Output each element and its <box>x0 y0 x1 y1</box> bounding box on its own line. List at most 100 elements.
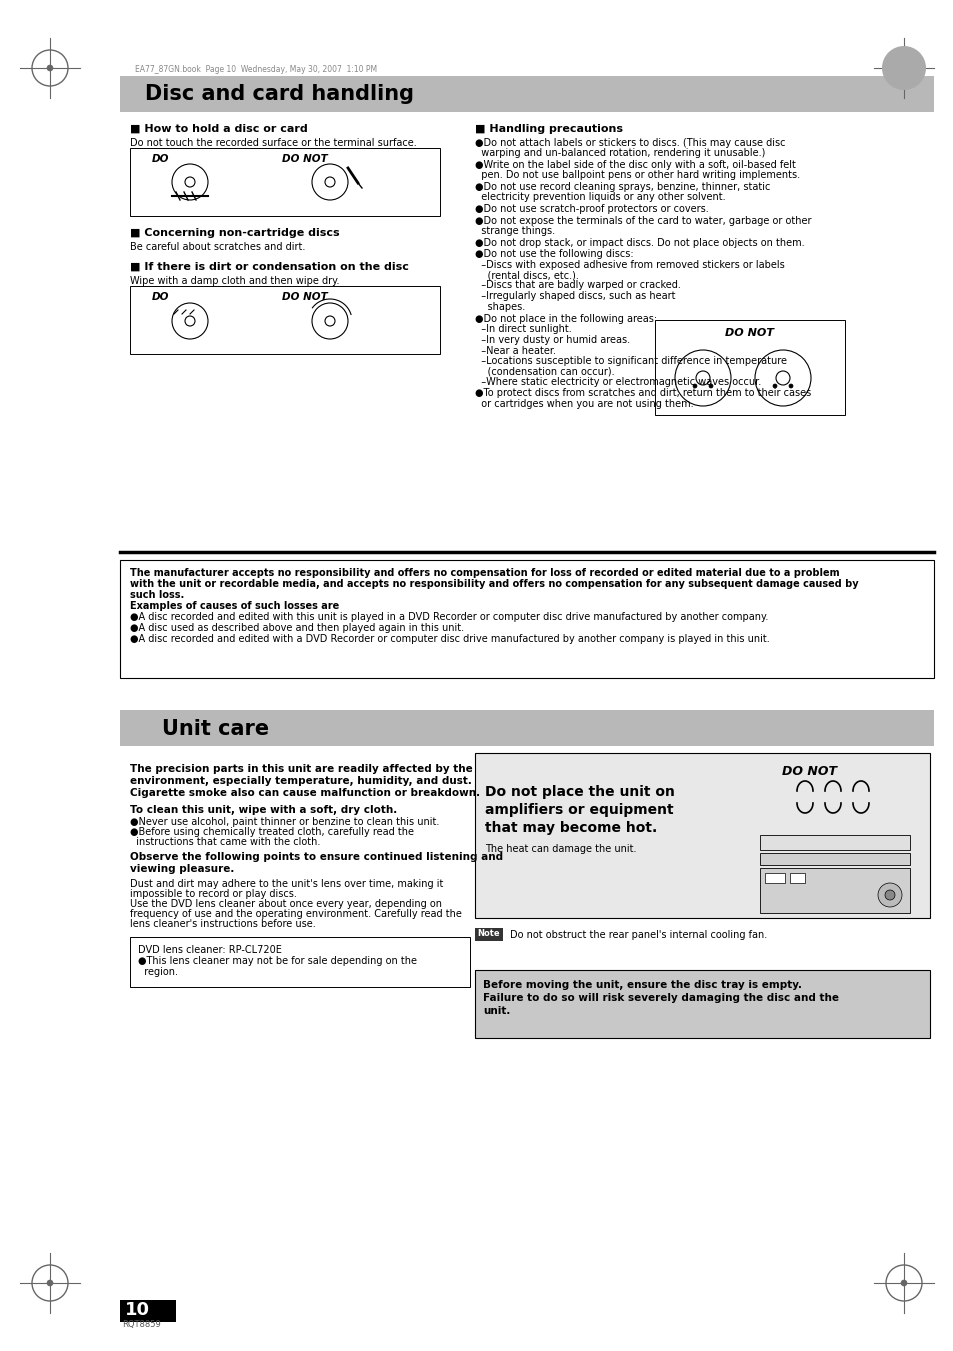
Text: DO: DO <box>152 154 170 163</box>
Text: Unit care: Unit care <box>162 719 269 739</box>
Text: viewing pleasure.: viewing pleasure. <box>130 865 234 874</box>
Text: environment, especially temperature, humidity, and dust.: environment, especially temperature, hum… <box>130 775 472 786</box>
Text: (condensation can occur).: (condensation can occur). <box>475 366 614 377</box>
Text: ●Do not place in the following areas:: ●Do not place in the following areas: <box>475 313 657 324</box>
Circle shape <box>884 890 894 900</box>
Text: ●To protect discs from scratches and dirt, return them to their cases: ●To protect discs from scratches and dir… <box>475 389 810 399</box>
Circle shape <box>692 384 697 388</box>
Circle shape <box>900 1279 906 1286</box>
Text: –Locations susceptible to significant difference in temperature: –Locations susceptible to significant di… <box>475 357 786 366</box>
Circle shape <box>900 65 906 72</box>
Text: ■ How to hold a disc or card: ■ How to hold a disc or card <box>130 124 308 134</box>
Text: warping and un-balanced rotation, rendering it unusable.): warping and un-balanced rotation, render… <box>475 149 764 158</box>
Text: Note: Note <box>476 929 499 938</box>
Text: EA77_87GN.book  Page 10  Wednesday, May 30, 2007  1:10 PM: EA77_87GN.book Page 10 Wednesday, May 30… <box>135 65 376 74</box>
Text: ●Do not attach labels or stickers to discs. (This may cause disc: ●Do not attach labels or stickers to dis… <box>475 138 784 149</box>
Bar <box>130 286 439 354</box>
Text: impossible to record or play discs.: impossible to record or play discs. <box>130 889 296 898</box>
Text: ●Do not use the following discs:: ●Do not use the following discs: <box>475 249 633 259</box>
Text: ■ If there is dirt or condensation on the disc: ■ If there is dirt or condensation on th… <box>130 262 409 272</box>
Text: region.: region. <box>138 967 178 977</box>
Bar <box>475 753 929 917</box>
Bar <box>760 852 909 865</box>
Text: ●A disc recorded and edited with this unit is played in a DVD Recorder or comput: ●A disc recorded and edited with this un… <box>130 612 767 621</box>
Text: Observe the following points to ensure continued listening and: Observe the following points to ensure c… <box>130 852 502 862</box>
Text: DVD lens cleaner: RP-CL720E: DVD lens cleaner: RP-CL720E <box>138 944 281 955</box>
Text: ●Do not drop stack, or impact discs. Do not place objects on them.: ●Do not drop stack, or impact discs. Do … <box>475 238 803 247</box>
Text: frequency of use and the operating environment. Carefully read the: frequency of use and the operating envir… <box>130 909 461 919</box>
Bar <box>120 561 933 678</box>
Text: lens cleaner's instructions before use.: lens cleaner's instructions before use. <box>130 919 315 929</box>
Text: The heat can damage the unit.: The heat can damage the unit. <box>484 844 636 854</box>
Text: DO NOT: DO NOT <box>282 154 328 163</box>
Text: Do not touch the recorded surface or the terminal surface.: Do not touch the recorded surface or the… <box>130 138 416 149</box>
Circle shape <box>754 350 810 407</box>
Text: Wipe with a damp cloth and then wipe dry.: Wipe with a damp cloth and then wipe dry… <box>130 276 339 286</box>
Circle shape <box>877 884 901 907</box>
Bar <box>475 928 502 942</box>
Text: Examples of causes of such losses are: Examples of causes of such losses are <box>130 601 339 611</box>
Text: Before moving the unit, ensure the disc tray is empty.: Before moving the unit, ensure the disc … <box>482 979 801 990</box>
Text: 10: 10 <box>125 1301 150 1319</box>
Text: Dust and dirt may adhere to the unit's lens over time, making it: Dust and dirt may adhere to the unit's l… <box>130 880 443 889</box>
Text: –Near a heater.: –Near a heater. <box>475 346 556 355</box>
Bar <box>789 873 804 884</box>
Text: The manufacturer accepts no responsibility and offers no compensation for loss o: The manufacturer accepts no responsibili… <box>130 567 839 578</box>
Text: RQT8859: RQT8859 <box>122 1320 161 1329</box>
Text: ■ Concerning non-cartridge discs: ■ Concerning non-cartridge discs <box>130 228 339 238</box>
Text: –Discs that are badly warped or cracked.: –Discs that are badly warped or cracked. <box>475 281 680 290</box>
Text: ●Before using chemically treated cloth, carefully read the: ●Before using chemically treated cloth, … <box>130 827 414 838</box>
Text: with the unit or recordable media, and accepts no responsibility and offers no c: with the unit or recordable media, and a… <box>130 580 858 589</box>
Text: ●This lens cleaner may not be for sale depending on the: ●This lens cleaner may not be for sale d… <box>138 957 416 966</box>
Circle shape <box>788 384 792 388</box>
Text: DO NOT: DO NOT <box>282 292 328 303</box>
Text: ●Do not use scratch-proof protectors or covers.: ●Do not use scratch-proof protectors or … <box>475 204 708 213</box>
Text: Failure to do so will risk severely damaging the disc and the: Failure to do so will risk severely dama… <box>482 993 838 1002</box>
Text: –Where static electricity or electromagnetic waves occur.: –Where static electricity or electromagn… <box>475 377 760 386</box>
Text: or cartridges when you are not using them.: or cartridges when you are not using the… <box>475 399 693 409</box>
Bar <box>764 873 784 884</box>
Text: (rental discs, etc.).: (rental discs, etc.). <box>475 270 578 280</box>
Text: that may become hot.: that may become hot. <box>484 821 657 835</box>
Text: Use the DVD lens cleaner about once every year, depending on: Use the DVD lens cleaner about once ever… <box>130 898 441 909</box>
Text: Be careful about scratches and dirt.: Be careful about scratches and dirt. <box>130 242 305 253</box>
Text: ●Write on the label side of the disc only with a soft, oil-based felt: ●Write on the label side of the disc onl… <box>475 159 795 170</box>
Text: instructions that came with the cloth.: instructions that came with the cloth. <box>130 838 320 847</box>
Text: electricity prevention liquids or any other solvent.: electricity prevention liquids or any ot… <box>475 192 725 203</box>
Text: Do not place the unit on: Do not place the unit on <box>484 785 674 798</box>
Text: –In direct sunlight.: –In direct sunlight. <box>475 324 571 335</box>
Text: –Irregularly shaped discs, such as heart: –Irregularly shaped discs, such as heart <box>475 290 675 301</box>
Text: pen. Do not use ballpoint pens or other hard writing implements.: pen. Do not use ballpoint pens or other … <box>475 170 800 181</box>
Bar <box>130 938 470 988</box>
Bar <box>120 76 933 112</box>
Text: ●Never use alcohol, paint thinner or benzine to clean this unit.: ●Never use alcohol, paint thinner or ben… <box>130 817 439 827</box>
Circle shape <box>708 384 712 388</box>
Text: such loss.: such loss. <box>130 590 184 600</box>
Bar <box>655 320 844 415</box>
Text: ●Do not expose the terminals of the card to water, garbage or other: ●Do not expose the terminals of the card… <box>475 216 811 226</box>
Text: ●A disc used as described above and then played again in this unit.: ●A disc used as described above and then… <box>130 623 464 634</box>
Bar <box>475 970 929 1038</box>
Text: The precision parts in this unit are readily affected by the: The precision parts in this unit are rea… <box>130 765 473 774</box>
Text: ●Do not use record cleaning sprays, benzine, thinner, static: ●Do not use record cleaning sprays, benz… <box>475 182 770 192</box>
Text: unit.: unit. <box>482 1006 510 1016</box>
Text: DO NOT: DO NOT <box>781 765 837 778</box>
Circle shape <box>47 1279 53 1286</box>
Bar <box>130 149 439 216</box>
Text: strange things.: strange things. <box>475 226 555 236</box>
Text: DO: DO <box>152 292 170 303</box>
Text: DO NOT: DO NOT <box>724 328 774 338</box>
Bar <box>120 711 933 746</box>
Bar <box>120 1300 175 1323</box>
Text: amplifiers or equipment: amplifiers or equipment <box>484 802 673 817</box>
Text: shapes.: shapes. <box>475 301 525 312</box>
Text: Disc and card handling: Disc and card handling <box>145 84 414 104</box>
Circle shape <box>772 384 776 388</box>
Text: Do not obstruct the rear panel's internal cooling fan.: Do not obstruct the rear panel's interna… <box>510 929 766 940</box>
Text: To clean this unit, wipe with a soft, dry cloth.: To clean this unit, wipe with a soft, dr… <box>130 805 396 815</box>
Text: ■ Handling precautions: ■ Handling precautions <box>475 124 622 134</box>
Circle shape <box>47 65 53 72</box>
Text: ●A disc recorded and edited with a DVD Recorder or computer disc drive manufactu: ●A disc recorded and edited with a DVD R… <box>130 634 769 644</box>
Text: –In very dusty or humid areas.: –In very dusty or humid areas. <box>475 335 630 345</box>
Bar <box>760 867 909 913</box>
